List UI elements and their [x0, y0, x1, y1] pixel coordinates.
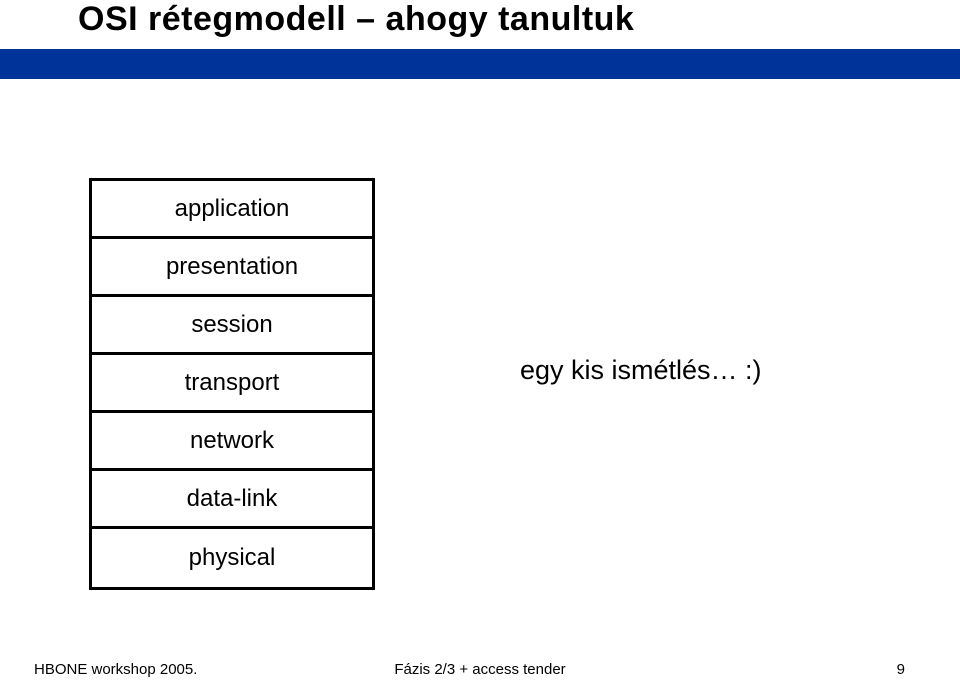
slide: OSI rétegmodell – ahogy tanultuk applica…: [0, 0, 960, 696]
layer-data-link: data-link: [92, 471, 372, 529]
layer-transport: transport: [92, 355, 372, 413]
layer-physical: physical: [92, 529, 372, 587]
layer-network: network: [92, 413, 372, 471]
layer-session: session: [92, 297, 372, 355]
osi-stack: application presentation session transpo…: [89, 178, 375, 590]
layer-application: application: [92, 181, 372, 239]
layer-presentation: presentation: [92, 239, 372, 297]
side-note: egy kis ismétlés… :): [520, 355, 762, 386]
footer-center: Fázis 2/3 + access tender: [0, 661, 960, 678]
footer-page-number: 9: [897, 661, 905, 678]
title-underline-bar: [0, 49, 960, 79]
slide-title: OSI rétegmodell – ahogy tanultuk: [78, 0, 634, 39]
